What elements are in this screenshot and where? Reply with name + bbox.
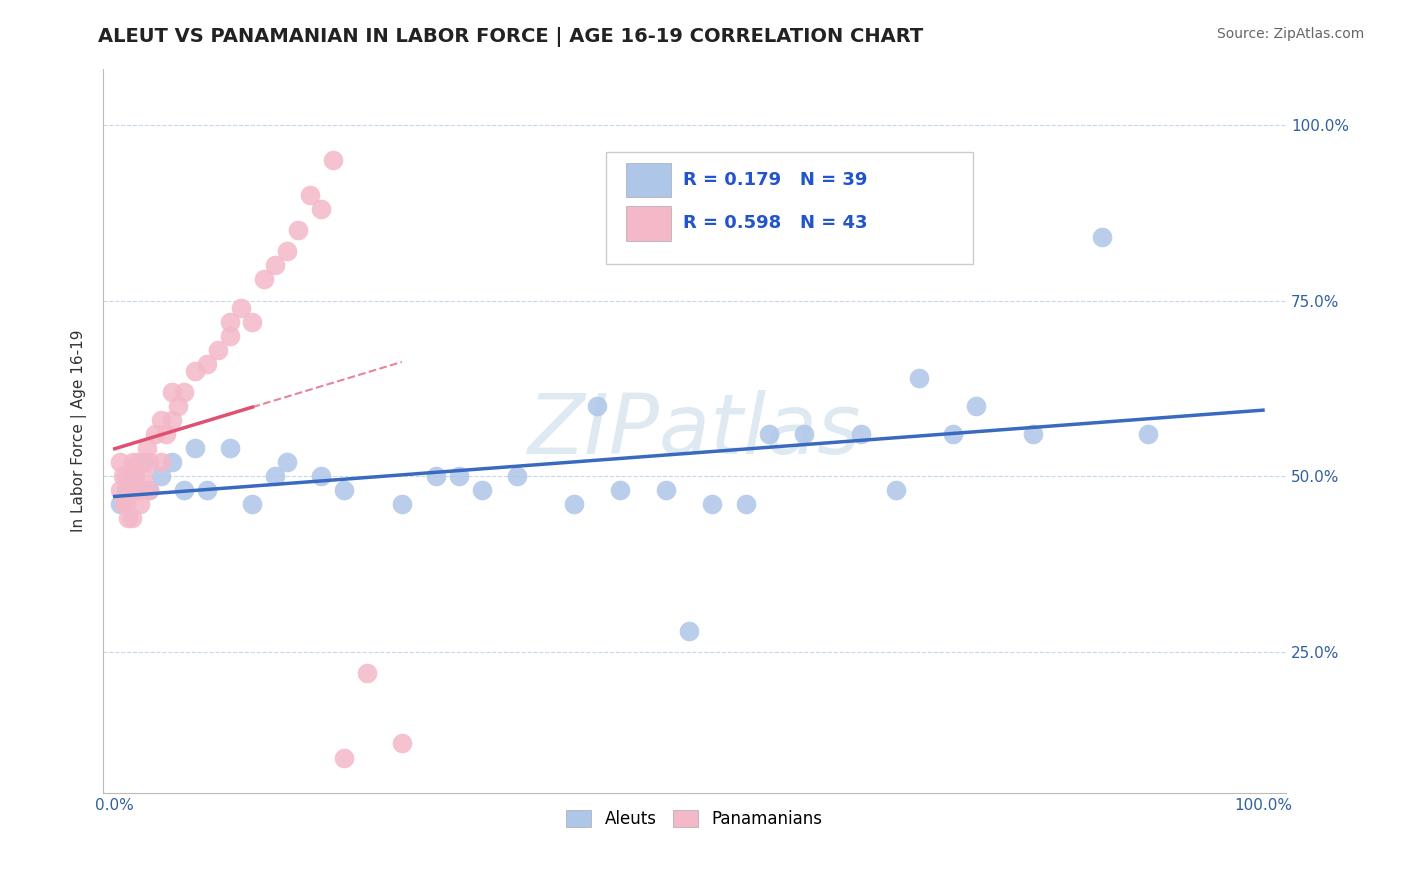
Point <box>184 364 207 378</box>
Point <box>121 469 143 483</box>
Point <box>112 497 135 511</box>
Point <box>242 315 264 329</box>
Point <box>311 202 333 216</box>
Point <box>276 455 298 469</box>
Point <box>678 624 700 638</box>
Point <box>110 455 132 469</box>
Bar <box>626 206 671 241</box>
Point <box>586 399 609 413</box>
Point <box>735 497 758 511</box>
Point <box>127 455 149 469</box>
Legend: Aleuts, Panamanians: Aleuts, Panamanians <box>560 804 830 835</box>
Point <box>218 328 240 343</box>
Text: ZIPatlas: ZIPatlas <box>527 390 862 471</box>
Text: R = 0.598   N = 43: R = 0.598 N = 43 <box>683 214 868 233</box>
Point <box>195 483 218 498</box>
Point <box>311 469 333 483</box>
Point <box>242 497 264 511</box>
Point <box>149 455 172 469</box>
Bar <box>626 162 671 197</box>
Point <box>264 259 287 273</box>
Point <box>471 483 494 498</box>
Point <box>562 497 585 511</box>
Point <box>127 483 149 498</box>
Text: ALEUT VS PANAMANIAN IN LABOR FORCE | AGE 16-19 CORRELATION CHART: ALEUT VS PANAMANIAN IN LABOR FORCE | AGE… <box>98 27 924 46</box>
Point <box>218 441 240 455</box>
Point <box>132 469 155 483</box>
Point <box>138 483 160 498</box>
Point <box>115 483 138 498</box>
Point <box>173 384 195 399</box>
Point <box>356 666 378 681</box>
Point <box>298 188 321 202</box>
Point <box>391 736 413 750</box>
Point <box>111 469 134 483</box>
Point <box>700 497 723 511</box>
Point <box>120 483 142 498</box>
Point <box>793 427 815 442</box>
Point <box>218 315 240 329</box>
Point <box>160 384 183 399</box>
Point <box>333 750 356 764</box>
Point <box>149 469 172 483</box>
Y-axis label: In Labor Force | Age 16-19: In Labor Force | Age 16-19 <box>72 329 87 532</box>
Point <box>122 455 145 469</box>
Point <box>160 455 183 469</box>
Point <box>942 427 965 442</box>
Point <box>127 483 149 498</box>
Point <box>129 497 152 511</box>
FancyBboxPatch shape <box>606 152 973 264</box>
Point <box>155 427 177 442</box>
Point <box>322 153 344 167</box>
Point <box>391 497 413 511</box>
Point <box>135 441 157 455</box>
Point <box>117 511 139 525</box>
Point <box>425 469 447 483</box>
Point <box>138 455 160 469</box>
Point <box>965 399 987 413</box>
Point <box>121 511 143 525</box>
Point <box>884 483 907 498</box>
Point <box>1091 230 1114 244</box>
Point <box>110 497 132 511</box>
Text: Source: ZipAtlas.com: Source: ZipAtlas.com <box>1216 27 1364 41</box>
Point <box>173 483 195 498</box>
Point <box>138 483 160 498</box>
Point <box>287 223 309 237</box>
Point <box>907 371 929 385</box>
Point <box>195 357 218 371</box>
Point <box>333 483 356 498</box>
Point <box>505 469 527 483</box>
Point <box>207 343 229 357</box>
Point <box>1022 427 1045 442</box>
Point <box>184 441 207 455</box>
Point <box>849 427 872 442</box>
Point <box>655 483 678 498</box>
Point <box>253 272 276 286</box>
Point <box>609 483 631 498</box>
Point <box>166 399 188 413</box>
Point <box>115 497 138 511</box>
Point <box>132 455 155 469</box>
Point <box>758 427 780 442</box>
Point <box>276 244 298 259</box>
Point <box>229 301 252 315</box>
Point <box>160 413 183 427</box>
Point <box>124 469 146 483</box>
Point <box>1137 427 1160 442</box>
Point <box>264 469 287 483</box>
Point <box>449 469 471 483</box>
Point <box>115 469 138 483</box>
Text: R = 0.179   N = 39: R = 0.179 N = 39 <box>683 171 868 189</box>
Point <box>143 427 166 442</box>
Point <box>149 413 172 427</box>
Point <box>110 483 132 498</box>
